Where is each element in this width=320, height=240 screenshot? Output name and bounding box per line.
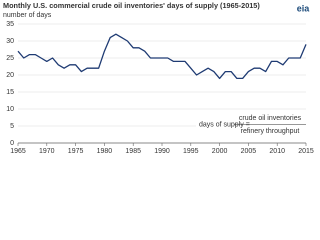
logo: eia <box>297 3 311 13</box>
annotation-text: days of supply = <box>199 121 250 128</box>
chart: Monthly U.S. commercial crude oil invent… <box>3 1 314 155</box>
y-tick-label: 20 <box>6 72 14 79</box>
annotation-text: crude oil inventories <box>239 115 302 122</box>
x-tick-label: 2005 <box>241 148 257 155</box>
y-tick-label: 35 <box>6 21 14 28</box>
y-tick-label: 0 <box>10 140 14 147</box>
x-tick-label: 1965 <box>10 148 26 155</box>
x-tick-label: 2000 <box>212 148 228 155</box>
data-line <box>17 33 307 80</box>
x-tick-label: 1975 <box>68 148 84 155</box>
x-tick-label: 2015 <box>298 148 314 155</box>
x-tick-label: 2010 <box>269 148 285 155</box>
chart-title: Monthly U.S. commercial crude oil invent… <box>3 1 260 10</box>
x-tick-label: 1970 <box>39 148 55 155</box>
plot-area: 0 5 10 15 20 25 30 35 1965 1970 1975 1980 1985 1990 19… <box>6 21 314 155</box>
y-axis-label: number of days <box>3 12 52 19</box>
y-tick-label: 5 <box>10 123 14 130</box>
x-tick-label: 1985 <box>125 148 141 155</box>
y-tick-label: 25 <box>6 55 14 62</box>
annotation-text: refinery throughput <box>241 128 300 135</box>
y-tick-label: 10 <box>6 106 14 113</box>
x-tick-label: 1990 <box>154 148 170 155</box>
annotation: days of supply = crude oil inventories r… <box>196 111 312 138</box>
y-tick-label: 30 <box>6 38 14 45</box>
x-tick-label: 1980 <box>97 148 113 155</box>
x-tick-label: 1995 <box>183 148 199 155</box>
y-tick-label: 15 <box>6 89 14 96</box>
